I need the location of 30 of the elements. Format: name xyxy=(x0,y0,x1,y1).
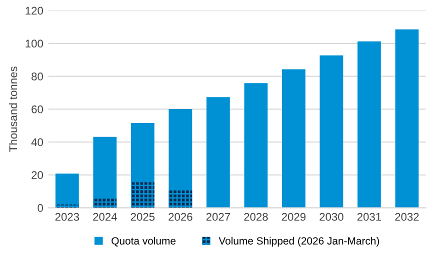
bar xyxy=(206,97,230,208)
x-tick-label: 2024 xyxy=(93,212,117,221)
y-tick-label: 80 xyxy=(32,72,43,80)
bar xyxy=(168,190,192,208)
y-tick-label: 20 xyxy=(32,171,43,180)
x-tick-label: 2027 xyxy=(206,212,230,221)
x-tick-label: 2032 xyxy=(395,212,419,221)
y-axis-title: Thousand tonnes xyxy=(8,66,18,152)
bar xyxy=(282,69,306,208)
x-tick-label: 2030 xyxy=(320,212,344,221)
x-tick-label: 2025 xyxy=(130,212,155,221)
x-tick-label: 2031 xyxy=(357,212,382,221)
bar xyxy=(130,182,154,208)
legend-label: Quota volume xyxy=(112,236,176,246)
x-tick-label: 2028 xyxy=(244,212,268,221)
bar xyxy=(320,55,344,208)
bar xyxy=(357,41,381,208)
y-tick-label: 120 xyxy=(26,6,43,15)
bar xyxy=(395,29,419,208)
y-tick-label: 60 xyxy=(32,105,43,114)
x-tick-label: 2029 xyxy=(282,212,306,221)
x-tick-label: 2023 xyxy=(55,212,80,221)
y-tick-label: 40 xyxy=(31,138,43,146)
bar xyxy=(55,204,79,208)
legend-label: Volume Shipped (2026 Jan-March) xyxy=(218,236,380,247)
bar xyxy=(244,83,268,208)
y-tick-label: 100 xyxy=(26,40,43,48)
y-tick-label: 0 xyxy=(38,204,43,212)
x-tick-label: 2026 xyxy=(168,212,192,221)
bar xyxy=(93,198,117,208)
